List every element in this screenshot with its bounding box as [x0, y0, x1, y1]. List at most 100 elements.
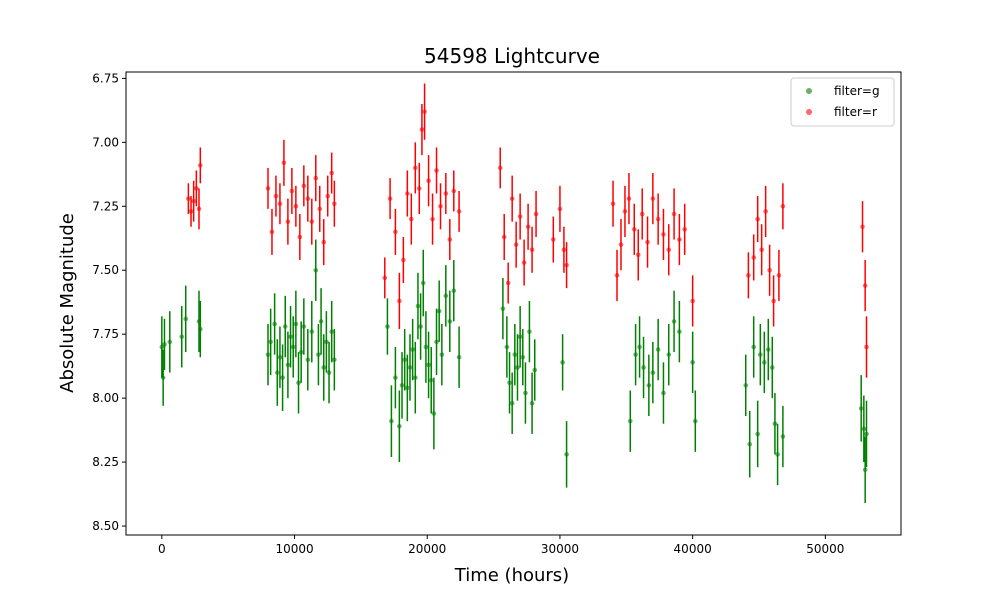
- data-point-r-15: [301, 183, 307, 189]
- data-point-r-4: [196, 206, 202, 212]
- data-point-g-39: [407, 365, 413, 370]
- data-point-r-52: [533, 211, 539, 217]
- data-point-g-94: [858, 406, 864, 411]
- data-point-r-66: [650, 196, 656, 201]
- data-point-r-53: [551, 237, 556, 242]
- data-point-g-8: [265, 352, 271, 357]
- y-axis-label: Absolute Magnitude: [57, 213, 78, 393]
- data-point-g-79: [671, 319, 677, 324]
- data-point-g-4: [179, 334, 185, 340]
- data-point-r-42: [456, 209, 462, 214]
- data-point-g-95: [861, 426, 867, 432]
- x-tick-label: 20000: [408, 542, 446, 556]
- data-point-r-13: [293, 203, 299, 209]
- data-point-r-60: [622, 209, 628, 214]
- y-tick-label: 7.25: [92, 199, 119, 213]
- data-point-g-33: [389, 418, 394, 424]
- data-point-r-36: [430, 216, 435, 222]
- data-point-g-45: [423, 344, 429, 350]
- y-tick-label: 8.00: [92, 391, 119, 405]
- x-axis-label: Time (hours): [454, 565, 569, 586]
- series-r: [186, 83, 869, 378]
- data-point-g-28: [324, 339, 329, 345]
- data-point-g-48: [431, 411, 437, 416]
- data-point-g-84: [747, 441, 753, 447]
- y-tick-label: 6.75: [92, 71, 119, 85]
- data-point-g-29: [326, 370, 332, 375]
- data-point-g-62: [517, 334, 523, 340]
- data-point-g-7: [198, 326, 203, 332]
- y-tick-label: 8.50: [92, 519, 119, 533]
- data-point-g-19: [296, 380, 301, 386]
- x-tick-label: 30000: [541, 542, 579, 556]
- data-point-g-73: [641, 365, 646, 370]
- data-point-r-6: [265, 186, 271, 191]
- data-point-r-65: [645, 239, 650, 245]
- data-point-r-24: [382, 275, 388, 281]
- data-point-r-10: [281, 160, 287, 166]
- legend-box: [790, 77, 895, 127]
- data-point-r-83: [860, 224, 865, 230]
- data-point-g-78: [666, 352, 672, 357]
- data-point-r-69: [666, 247, 672, 253]
- data-point-r-49: [521, 260, 527, 265]
- data-point-r-72: [682, 227, 687, 232]
- data-point-r-11: [285, 219, 291, 224]
- legend-marker-r: [806, 109, 812, 115]
- y-axis: 6.75 7.00 7.25 7.50 7.75 8.00 8.25 8.50: [92, 71, 126, 533]
- data-point-g-60: [512, 352, 518, 357]
- data-point-r-85: [864, 344, 869, 350]
- data-point-r-84: [862, 283, 868, 288]
- data-point-r-58: [614, 273, 620, 278]
- data-point-g-18: [293, 321, 299, 327]
- data-point-g-3: [167, 339, 173, 345]
- data-point-g-56: [500, 306, 506, 311]
- data-point-g-74: [646, 383, 652, 388]
- data-point-r-17: [309, 219, 315, 224]
- data-point-r-9: [277, 201, 283, 207]
- data-point-g-53: [447, 319, 453, 324]
- plot-marks: [159, 83, 869, 504]
- data-point-g-65: [527, 329, 532, 334]
- data-point-g-16: [288, 334, 293, 340]
- data-point-g-25: [316, 352, 321, 357]
- series-g: [159, 239, 869, 504]
- data-point-r-5: [198, 163, 203, 168]
- data-point-g-49: [434, 339, 439, 345]
- data-point-g-91: [772, 421, 778, 427]
- data-point-g-67: [532, 367, 538, 373]
- legend-label-g: filter=g: [834, 84, 880, 98]
- data-point-r-51: [529, 247, 535, 253]
- data-point-r-63: [635, 252, 641, 258]
- data-point-r-67: [655, 216, 661, 222]
- data-point-g-54: [451, 288, 457, 294]
- data-point-r-31: [412, 165, 418, 171]
- data-point-r-21: [325, 193, 331, 199]
- data-point-g-63: [520, 354, 526, 360]
- y-tick-label: 7.00: [92, 135, 119, 149]
- data-point-r-18: [313, 175, 319, 181]
- data-point-g-42: [415, 303, 421, 309]
- data-point-g-36: [399, 383, 405, 388]
- data-point-g-71: [633, 352, 638, 357]
- data-point-r-29: [405, 191, 410, 196]
- data-point-r-1: [188, 209, 194, 214]
- data-point-g-90: [769, 365, 775, 370]
- data-point-r-26: [393, 229, 398, 235]
- y-tick-label: 8.25: [92, 455, 119, 469]
- data-point-g-88: [762, 360, 767, 365]
- y-tick-label: 7.75: [92, 327, 119, 341]
- data-point-r-22: [329, 170, 334, 176]
- data-point-g-15: [285, 362, 291, 368]
- data-point-g-96: [862, 467, 868, 473]
- data-point-g-66: [529, 400, 535, 406]
- data-point-g-24: [313, 267, 319, 273]
- data-point-g-13: [280, 375, 285, 380]
- data-point-g-22: [305, 357, 311, 363]
- data-point-r-40: [447, 237, 453, 242]
- data-point-g-89: [765, 347, 771, 352]
- data-point-r-61: [626, 196, 632, 201]
- data-point-r-73: [690, 298, 695, 304]
- data-point-r-81: [776, 273, 782, 278]
- data-point-r-57: [610, 201, 616, 207]
